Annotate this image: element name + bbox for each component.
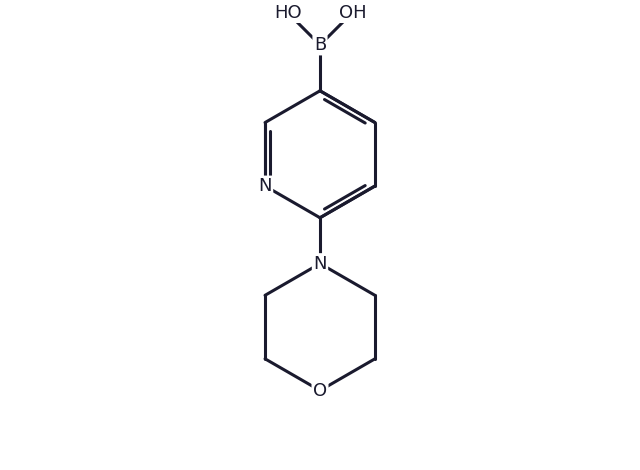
Text: HO: HO <box>274 4 301 22</box>
Text: N: N <box>259 177 272 195</box>
Text: OH: OH <box>339 4 366 22</box>
Text: O: O <box>313 382 327 400</box>
Text: B: B <box>314 36 326 54</box>
Text: N: N <box>313 255 327 273</box>
